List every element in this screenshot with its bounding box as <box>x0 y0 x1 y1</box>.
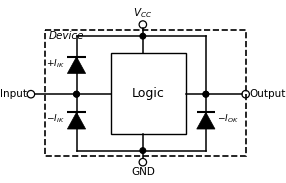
Text: Logic: Logic <box>132 87 165 100</box>
Text: Device: Device <box>48 31 84 41</box>
Circle shape <box>140 33 146 39</box>
Circle shape <box>203 91 209 97</box>
Circle shape <box>74 91 80 97</box>
Circle shape <box>140 148 146 154</box>
Text: $-I_{OK}$: $-I_{OK}$ <box>217 113 239 125</box>
Text: $-I_{IK}$: $-I_{IK}$ <box>46 113 65 125</box>
Text: $V_{CC}$: $V_{CC}$ <box>133 6 152 20</box>
Polygon shape <box>67 112 86 129</box>
Bar <box>111 53 186 134</box>
Text: Output: Output <box>250 89 286 99</box>
Polygon shape <box>67 57 86 73</box>
Text: $+I_{IK}$: $+I_{IK}$ <box>46 57 65 70</box>
Text: GND: GND <box>131 167 155 177</box>
Circle shape <box>203 91 209 97</box>
Polygon shape <box>197 112 215 129</box>
Circle shape <box>74 91 80 97</box>
Text: Input: Input <box>0 89 27 99</box>
